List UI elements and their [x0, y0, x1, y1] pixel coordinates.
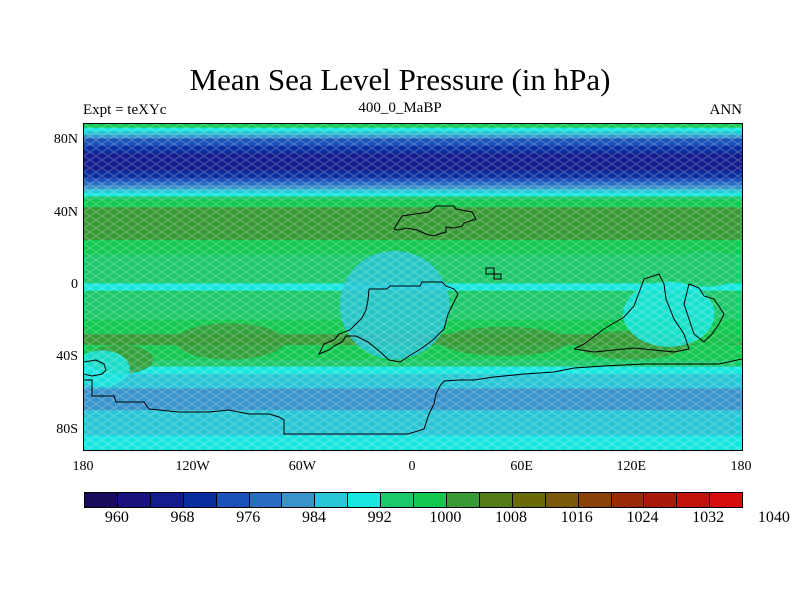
colorbar-cell	[677, 493, 711, 507]
colorbar-cell	[381, 493, 415, 507]
colorbar-cell	[216, 493, 250, 507]
lat-tick-label: 80N	[53, 132, 78, 148]
lat-tick-label: 40N	[53, 204, 78, 220]
colorbar-cell	[611, 493, 645, 507]
map-title: Mean Sea Level Pressure (in hPa)	[189, 62, 611, 97]
coastline-small-island	[485, 267, 502, 280]
colorbar-cell	[85, 493, 118, 507]
lon-tick-label: 60W	[288, 459, 316, 474]
colorbar-label: 976	[236, 509, 261, 526]
coastline-north	[393, 205, 477, 237]
lat-tick-label: 0	[71, 277, 78, 292]
period-label: 400_0_MaBP	[358, 100, 442, 116]
colorbar-cell	[479, 493, 513, 507]
colorbar-label: 1016	[560, 509, 593, 526]
texture-overlay	[84, 124, 742, 450]
experiment-label: Expt = teXYc	[83, 102, 167, 118]
colorbar-label: 992	[367, 509, 392, 526]
coastline-southern-continent	[84, 358, 742, 435]
lat-tick-label: 40S	[56, 349, 78, 365]
lon-tick-label: 120W	[175, 459, 210, 474]
colorbar-label: 984	[301, 509, 326, 526]
colorbar-cell	[644, 493, 678, 507]
pressure-map	[83, 123, 743, 451]
colorbar-cell	[710, 493, 743, 507]
colorbar-cell	[446, 493, 480, 507]
colorbar-label: 1000	[429, 509, 462, 526]
colorbar-label: 960	[104, 509, 129, 526]
lon-tick-label: 0	[408, 459, 416, 474]
coastline-east-island	[683, 283, 725, 343]
colorbar-cell	[315, 493, 349, 507]
colorbar-cell	[282, 493, 316, 507]
colorbar-cell	[545, 493, 579, 507]
colorbar-cell	[512, 493, 546, 507]
coastline-central-continent	[317, 281, 459, 363]
colorbar-cell	[578, 493, 612, 507]
colorbar-label: 1032	[692, 509, 725, 526]
coastline-west-margin	[84, 359, 107, 377]
lat-tick-label: 80S	[56, 421, 78, 437]
season-label: ANN	[709, 102, 743, 118]
colorbar-label: 1024	[626, 509, 659, 526]
colorbar-cell	[249, 493, 283, 507]
lon-tick-label: 180	[72, 459, 94, 474]
colorbar-label: 1040	[757, 509, 790, 526]
coastlines	[84, 205, 742, 435]
colorbar-cell	[414, 493, 447, 507]
lon-tick-label: 180	[730, 459, 752, 474]
lon-tick-label: 120E	[616, 459, 647, 474]
colorbar-label: 1008	[495, 509, 528, 526]
colorbar	[84, 492, 743, 508]
colorbar-cell	[150, 493, 184, 507]
colorbar-cell	[117, 493, 151, 507]
coastline-eastern-continent	[573, 273, 690, 353]
colorbar-label: 968	[170, 509, 195, 526]
lon-tick-label: 60E	[510, 459, 533, 474]
colorbar-cell	[348, 493, 382, 507]
colorbar-cell	[183, 493, 217, 507]
